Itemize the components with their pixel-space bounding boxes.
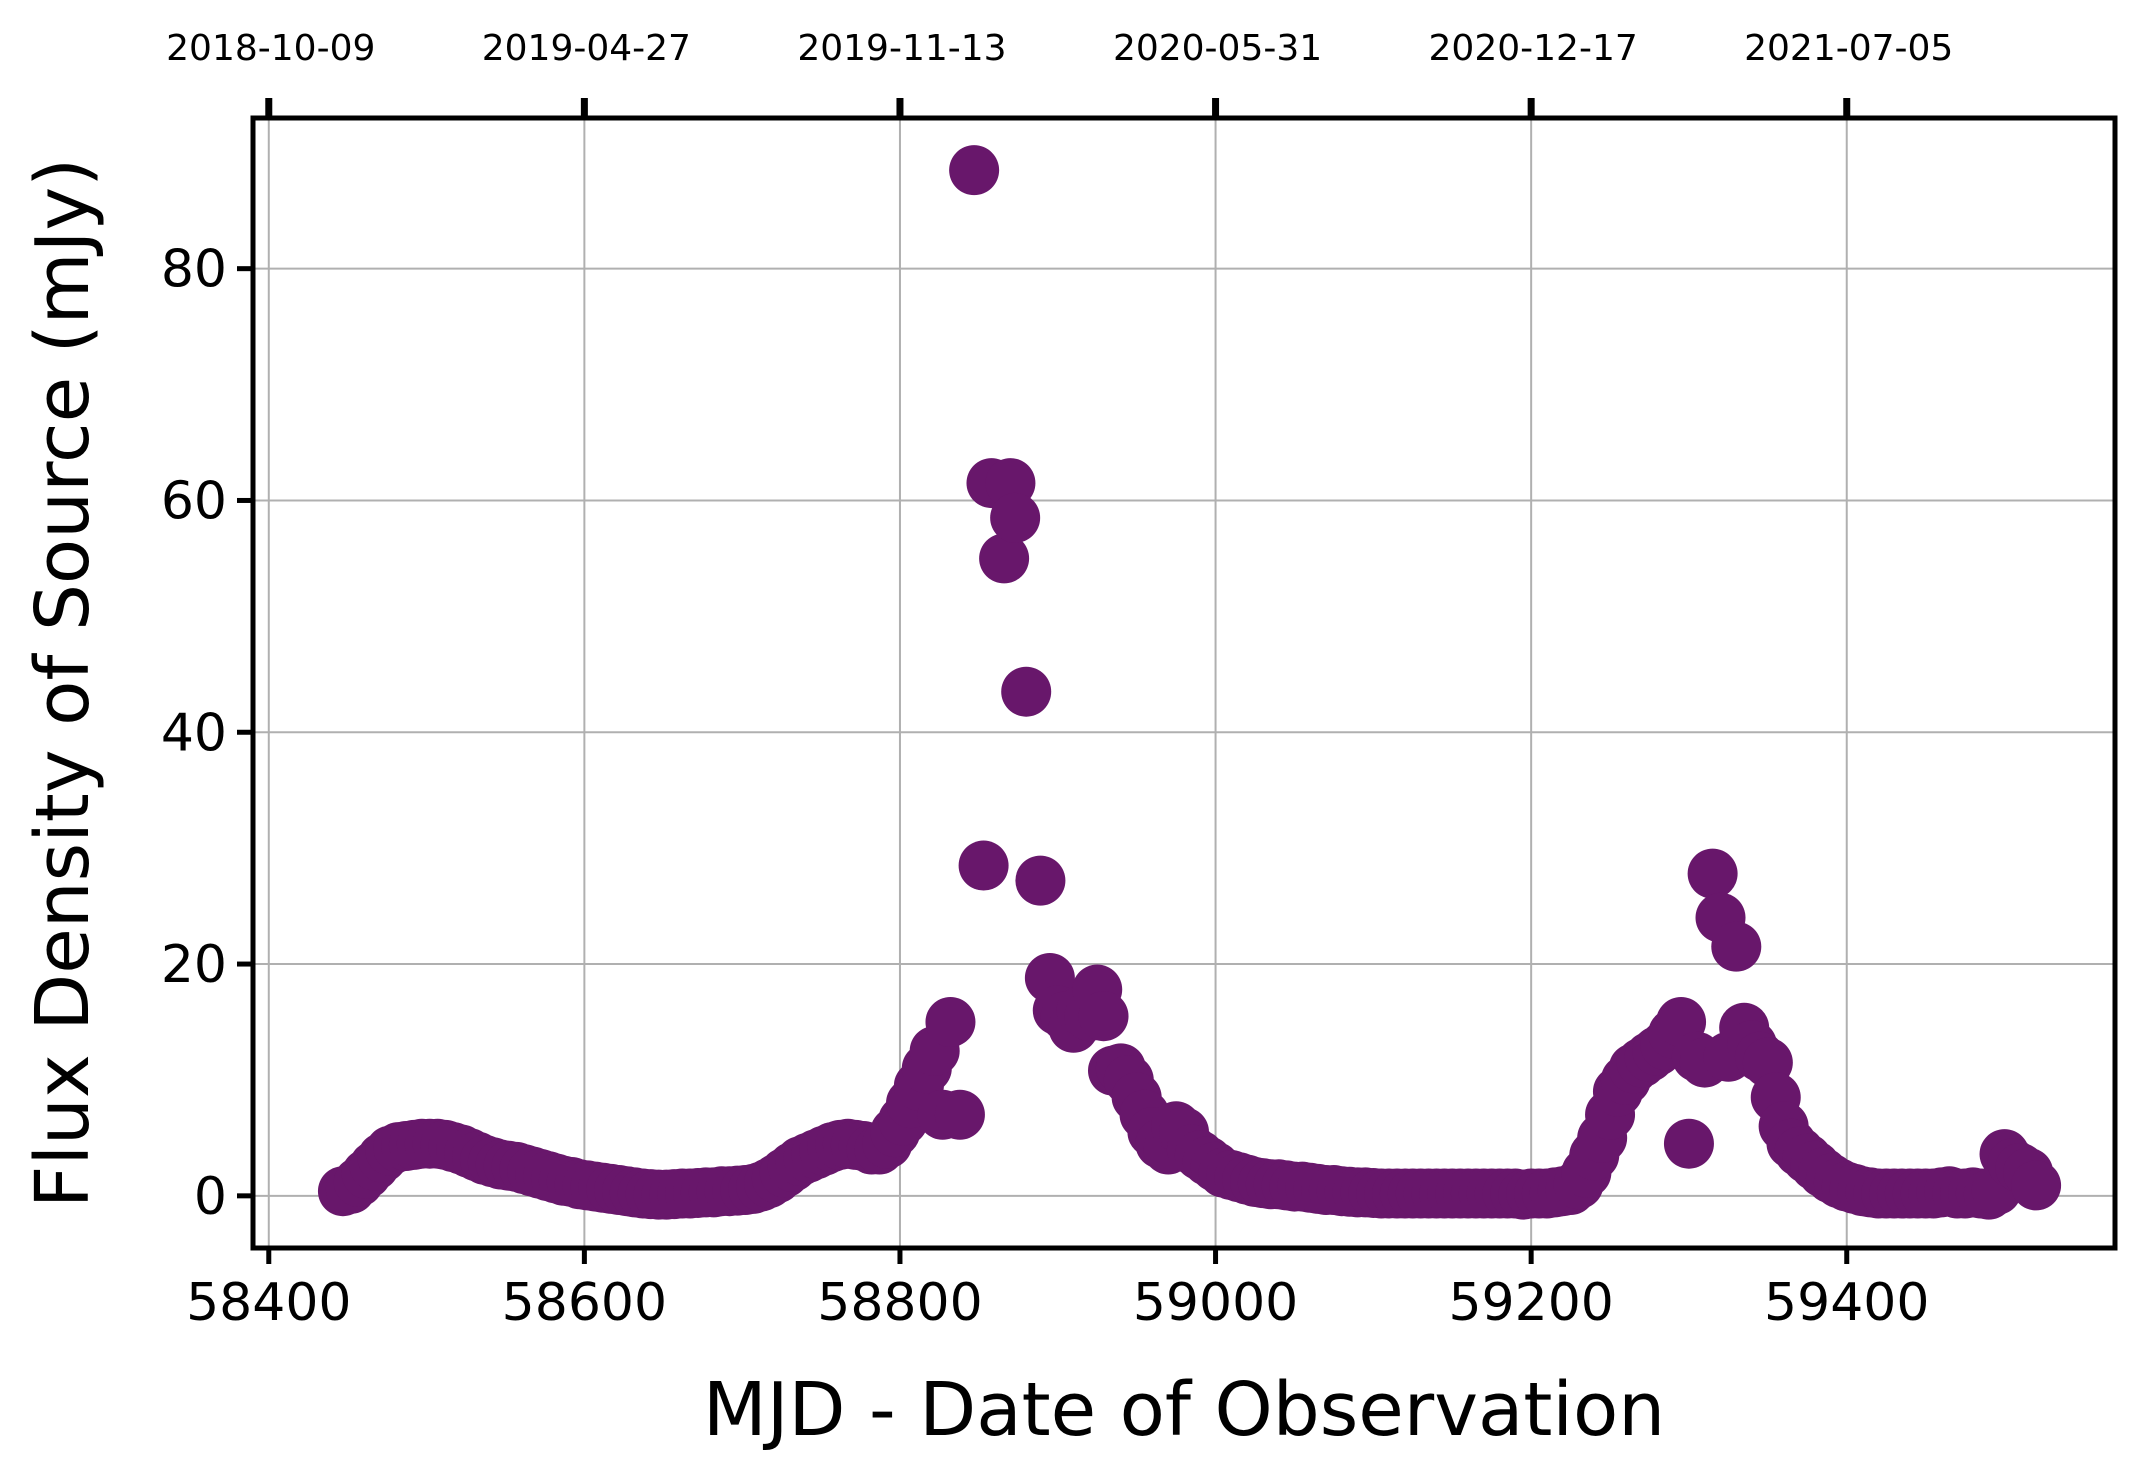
y-axis-label: Flux Density of Source (mJy): [20, 158, 106, 1208]
top-tick-label: 2019-04-27: [482, 28, 691, 69]
x-tick-label: 59200: [1448, 1273, 1613, 1333]
data-point: [990, 492, 1041, 543]
data-point: [1687, 848, 1738, 899]
y-tick-label: 20: [161, 935, 227, 995]
top-tick-label: 2020-12-17: [1429, 28, 1638, 69]
x-tick-label: 58400: [186, 1273, 351, 1333]
data-point: [979, 533, 1030, 584]
y-tick-label: 80: [161, 240, 227, 300]
data-point: [958, 840, 1009, 891]
data-point: [1001, 666, 1052, 717]
top-tick-label: 2020-05-31: [1113, 28, 1322, 69]
top-tick-label: 2018-10-09: [166, 28, 375, 69]
data-point: [1015, 855, 1066, 906]
x-tick-label: 59000: [1133, 1273, 1298, 1333]
data-points: [317, 145, 2062, 1220]
data-point: [1078, 991, 1129, 1042]
y-axis-ticks: 0 20 40 60 80: [161, 240, 253, 1227]
data-point: [1663, 1118, 1714, 1169]
top-tick-label: 2019-11-13: [797, 28, 1006, 69]
x-axis-ticks: 58400 58600 58800 59000 59200 59400: [186, 1248, 1929, 1333]
data-point: [1711, 921, 1762, 972]
top-axis-ticks: 2018-10-09 2019-04-27 2019-11-13 2020-05-31…: [166, 28, 1953, 118]
data-point: [925, 997, 976, 1047]
grid-lines: [253, 118, 2115, 1248]
x-tick-label: 58800: [817, 1273, 982, 1333]
data-point: [2011, 1160, 2062, 1211]
x-tick-label: 59400: [1764, 1273, 1929, 1333]
y-tick-label: 60: [161, 471, 227, 531]
x-axis-label: MJD - Date of Observation: [703, 1367, 1665, 1453]
x-tick-label: 58600: [502, 1273, 667, 1333]
y-tick-label: 0: [194, 1167, 227, 1227]
plot-frame: [250, 115, 2118, 1251]
data-point: [934, 1089, 985, 1140]
data-point: [949, 145, 1000, 196]
y-tick-label: 40: [161, 703, 227, 763]
top-tick-label: 2021-07-05: [1744, 28, 1953, 69]
